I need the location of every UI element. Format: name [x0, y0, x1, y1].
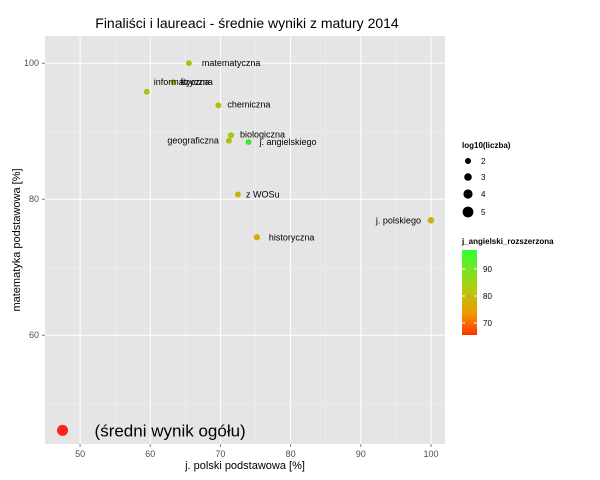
data-point	[427, 217, 435, 224]
point-label: j. polskiego	[375, 215, 421, 225]
data-point	[227, 132, 235, 139]
y-tick-label: 60	[29, 330, 39, 340]
axis-ticks: 50 60 70 80 90 100 60 80 100	[24, 58, 439, 459]
chart-title: Finaliści i laureaci - średnie wyniki z …	[95, 15, 399, 31]
data-points	[57, 60, 435, 436]
point-label: chemiczna	[227, 99, 270, 109]
x-tick-label: 60	[145, 449, 155, 459]
data-point	[245, 139, 252, 146]
size-legend-label-2: 2	[481, 157, 486, 166]
data-point	[185, 60, 192, 67]
point-label: z WOSu	[246, 189, 280, 199]
point-label: j. angielskiego	[259, 137, 317, 147]
y-tick-label: 100	[24, 58, 39, 68]
data-point	[253, 234, 261, 241]
point-label: historyczna	[269, 232, 315, 242]
x-tick-label: 90	[356, 449, 366, 459]
point-label: fizyczna	[180, 77, 213, 87]
size-legend-label-4: 4	[481, 190, 486, 199]
point-label: informatyczna	[154, 77, 210, 87]
color-legend-label-90: 90	[483, 265, 492, 274]
size-legend-key-4	[463, 189, 473, 199]
plot-panel	[45, 36, 445, 444]
data-point	[235, 191, 241, 198]
size-legend-title: log10(liczba)	[462, 141, 511, 150]
x-tick-label: 100	[423, 449, 438, 459]
color-legend-label-80: 80	[483, 292, 492, 301]
y-axis-title: matematyka podstawowa [%]	[11, 168, 23, 311]
point-label: geograficzna	[167, 136, 219, 146]
size-legend-label-3: 3	[481, 173, 486, 182]
size-legend: log10(liczba) 2 3 4 5	[462, 141, 511, 218]
size-legend-key-5	[462, 206, 474, 218]
color-legend-label-70: 70	[483, 319, 492, 328]
color-legend-title: j_angielski_rozszerzona	[461, 237, 554, 246]
size-legend-label-5: 5	[481, 208, 486, 217]
x-tick-label: 80	[286, 449, 296, 459]
color-legend: j_angielski_rozszerzona 90 80 70	[461, 237, 554, 335]
y-tick-label: 80	[29, 194, 39, 204]
point-label: matematyczna	[202, 58, 261, 68]
x-tick-label: 70	[215, 449, 225, 459]
size-legend-key-2	[465, 158, 471, 164]
point-label: biologiczna	[240, 129, 285, 139]
data-point	[225, 137, 232, 144]
point-label: (średni wynik ogółu)	[95, 421, 246, 440]
color-legend-bar	[462, 250, 477, 335]
data-point	[57, 424, 69, 436]
data-point	[215, 102, 222, 109]
size-legend-key-3	[464, 173, 472, 181]
data-point	[170, 79, 177, 86]
x-tick-label: 50	[75, 449, 85, 459]
x-axis-title: j. polski podstawowa [%]	[184, 460, 305, 472]
data-point	[143, 88, 150, 95]
